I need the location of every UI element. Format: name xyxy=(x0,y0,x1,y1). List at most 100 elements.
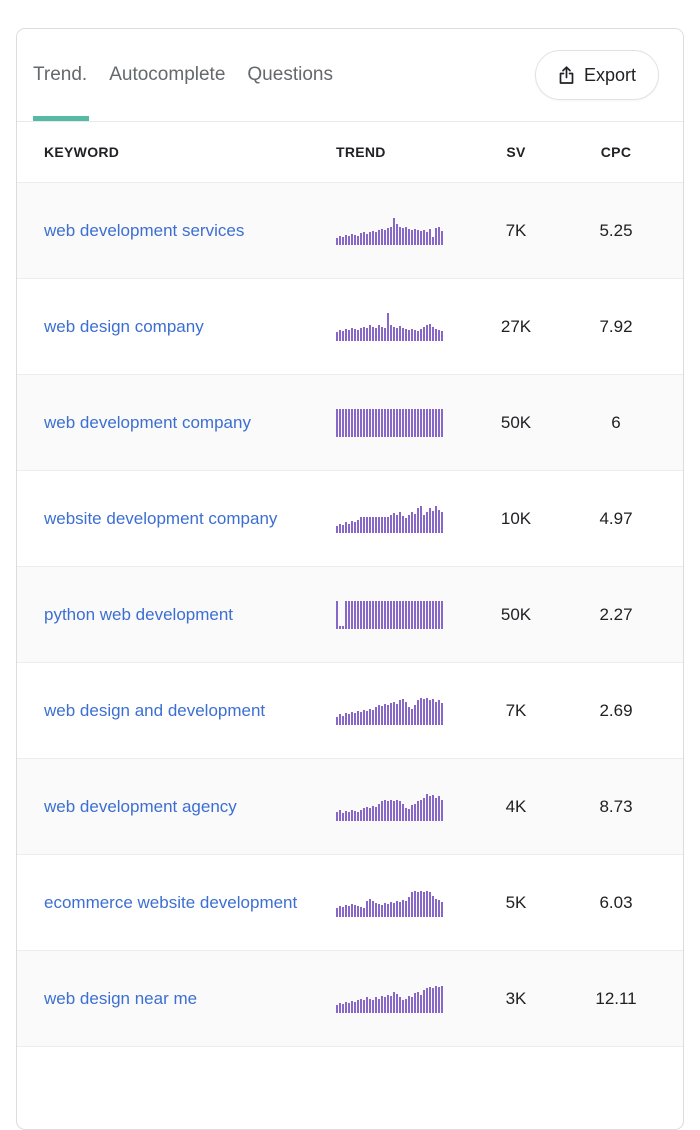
sparkline-bar xyxy=(396,327,398,341)
sparkline-bar xyxy=(429,986,431,1013)
sparkline-bar xyxy=(393,217,395,245)
table-row: web development company 50K 6 xyxy=(17,375,683,471)
sparkline-bar xyxy=(390,325,392,341)
sparkline-bar xyxy=(336,716,338,725)
keyword-cell: website development company xyxy=(17,509,336,529)
sparkline-bar xyxy=(390,408,392,437)
sparkline-bar xyxy=(441,799,443,821)
sparkline-bar xyxy=(414,514,416,533)
search-volume-value: 10K xyxy=(500,508,532,528)
sparkline-bar xyxy=(384,408,386,437)
sparkline-bar xyxy=(420,408,422,437)
sparkline-bar xyxy=(369,600,371,629)
sparkline-bar xyxy=(342,524,344,533)
sparkline-bar xyxy=(390,515,392,533)
trend-sparkline xyxy=(336,985,456,1013)
sparkline-bar xyxy=(435,328,437,341)
sparkline-bar xyxy=(354,810,356,821)
sparkline-bar xyxy=(372,999,374,1013)
export-button[interactable]: Export xyxy=(534,50,659,100)
sparkline-bar xyxy=(420,600,422,629)
sparkline-bar xyxy=(369,898,371,917)
keyword-cell: web design company xyxy=(17,317,336,337)
sparkline-bar xyxy=(360,516,362,533)
tab-autocomplete[interactable]: Autocomplete xyxy=(109,64,226,85)
sparkline-bar xyxy=(417,508,419,533)
column-header-trend: TREND xyxy=(336,144,386,160)
sparkline-bar xyxy=(357,905,359,917)
sparkline-bar xyxy=(423,515,425,533)
sparkline-bar xyxy=(375,903,377,917)
column-header-cpc: CPC xyxy=(600,144,632,160)
sparkline-bar xyxy=(420,231,422,245)
sparkline-bar xyxy=(423,327,425,341)
trend-cell xyxy=(336,408,456,437)
sparkline-bar xyxy=(339,809,341,821)
sparkline-bar xyxy=(366,711,368,725)
keyword-link[interactable]: python web development xyxy=(44,604,234,624)
sparkline-bar xyxy=(393,512,395,533)
trend-sparkline xyxy=(336,217,456,245)
search-volume-value: 50K xyxy=(500,412,532,432)
sparkline-bar xyxy=(393,992,395,1013)
sparkline-bar xyxy=(354,408,356,437)
sparkline-bar xyxy=(366,233,368,245)
sparkline-bar xyxy=(408,996,410,1013)
sparkline-bar xyxy=(351,712,353,725)
trend-sparkline xyxy=(336,600,456,629)
sparkline-bar xyxy=(417,700,419,725)
sparkline-bar xyxy=(351,1000,353,1013)
sparkline-bar xyxy=(435,506,437,533)
keyword-link[interactable]: website development company xyxy=(44,508,278,528)
sparkline-bar xyxy=(351,233,353,245)
sparkline-bar xyxy=(375,997,377,1013)
sparkline-bar xyxy=(357,600,359,629)
keyword-link[interactable]: ecommerce website development xyxy=(44,892,298,912)
sparkline-bar xyxy=(411,408,413,437)
keyword-link[interactable]: web development services xyxy=(44,220,245,240)
sparkline-bar xyxy=(429,228,431,245)
sparkline-bar xyxy=(432,988,434,1013)
tab-trend[interactable]: Trend. xyxy=(33,29,90,121)
sparkline-bar xyxy=(369,708,371,725)
table-row: python web development 50K 2.27 xyxy=(17,567,683,663)
search-volume-value: 3K xyxy=(505,988,527,1008)
sparkline-bar xyxy=(336,812,338,821)
table-row: web design and development 7K 2.69 xyxy=(17,663,683,759)
cpc-value: 5.25 xyxy=(599,220,633,240)
tab-questions[interactable]: Questions xyxy=(247,64,333,85)
keyword-link[interactable]: web design and development xyxy=(44,700,266,720)
keyword-link[interactable]: web development agency xyxy=(44,796,237,816)
sparkline-bar xyxy=(438,509,440,533)
sparkline-bar xyxy=(381,801,383,821)
trend-sparkline xyxy=(336,889,456,917)
sparkline-bar xyxy=(402,899,404,917)
export-upload-icon xyxy=(558,65,575,85)
keyword-cell: web development agency xyxy=(17,797,336,817)
keyword-link[interactable]: web design company xyxy=(44,316,204,336)
sparkline-bar xyxy=(387,312,389,341)
sparkline-bar xyxy=(393,701,395,725)
sparkline-bar xyxy=(432,326,434,341)
sparkline-bar xyxy=(339,626,341,629)
sparkline-bar xyxy=(378,600,380,629)
sparkline-bar xyxy=(432,699,434,725)
sparkline-bar xyxy=(405,328,407,341)
sparkline-bar xyxy=(408,408,410,437)
sparkline-bar xyxy=(357,711,359,725)
keyword-link[interactable]: web development company xyxy=(44,412,251,432)
sparkline-bar xyxy=(399,600,401,629)
sparkline-bar xyxy=(366,600,368,629)
sparkline-bar xyxy=(336,525,338,533)
sparkline-bar xyxy=(339,523,341,533)
sparkline-bar xyxy=(429,700,431,725)
sparkline-bar xyxy=(435,898,437,917)
sparkline-bar xyxy=(348,408,350,437)
sparkline-bar xyxy=(372,600,374,629)
keyword-link[interactable]: web design near me xyxy=(44,988,198,1008)
sparkline-bar xyxy=(363,326,365,341)
sparkline-bar xyxy=(420,994,422,1013)
sparkline-bar xyxy=(363,808,365,821)
cpc-value: 7.92 xyxy=(599,316,633,336)
sparkline-bar xyxy=(387,408,389,437)
